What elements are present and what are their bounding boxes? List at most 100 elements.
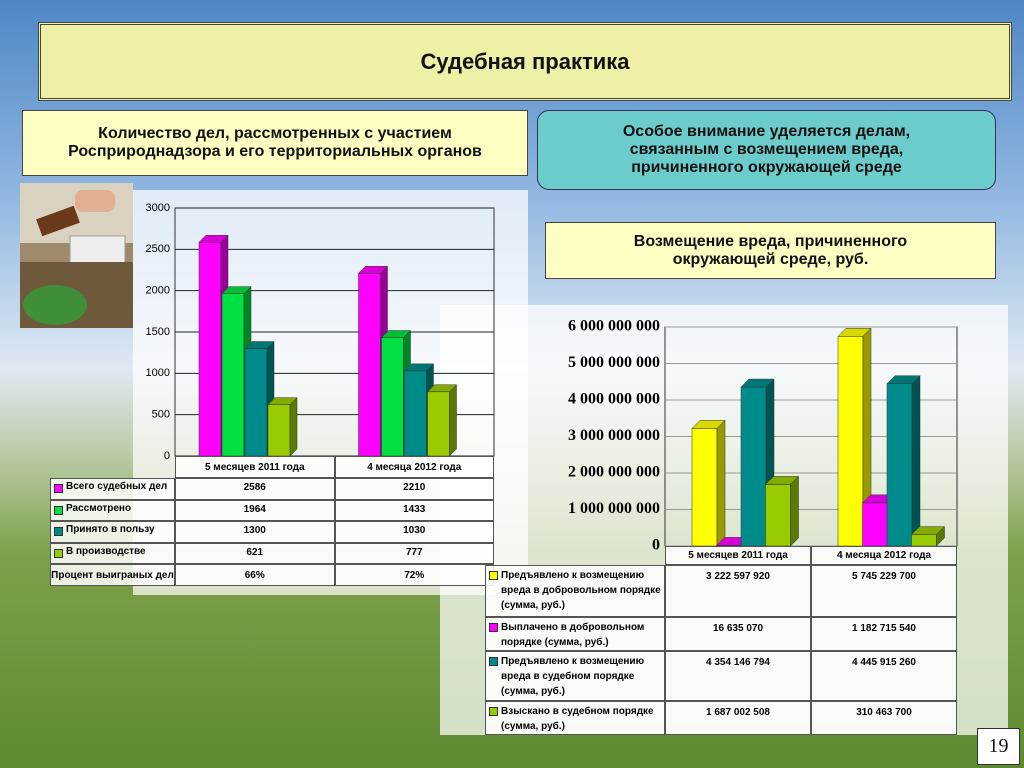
bar: [691, 428, 718, 547]
cell-text: 5 месяцев 2011 года: [688, 550, 788, 561]
cell-text: 2210: [403, 482, 426, 493]
table-value: 2586: [175, 478, 335, 500]
table-value: 1030: [334, 521, 494, 543]
page-number: 19: [977, 728, 1020, 765]
legend-text: В производстве: [66, 546, 146, 557]
table-value: 1433: [334, 500, 494, 521]
cell-text: 1300: [243, 525, 266, 536]
cell-text: 5 745 229 700: [852, 571, 916, 582]
y-tick-label: 2 000 000 000: [568, 464, 660, 481]
bar-side: [790, 475, 799, 547]
cell-text: 4 354 146 794: [706, 657, 770, 668]
legend-entry: Взыскано в судебном порядке (сумма, руб.…: [485, 701, 665, 735]
y-tick-label: 3000: [146, 202, 170, 214]
y-tick-label: 0: [164, 450, 170, 462]
legend-swatch: [54, 484, 63, 493]
bar: [427, 391, 450, 457]
bar-side: [289, 397, 298, 457]
cell-text: 5 месяцев 2011 года: [204, 461, 305, 473]
bar-top: [691, 420, 726, 429]
legend-text: Рассмотрено: [66, 503, 132, 514]
bar-top: [403, 363, 435, 372]
category-label: 4 месяца 2012 года: [811, 546, 957, 565]
y-tick-label: 2000: [146, 285, 170, 297]
y-tick-label: 1 000 000 000: [568, 500, 660, 517]
table-value: 4 445 915 260: [811, 651, 957, 701]
legend-swatch: [54, 549, 63, 558]
legend-text: Принято в пользу: [66, 524, 155, 535]
category-label: 5 месяцев 2011 года: [175, 456, 335, 478]
cell-text: 1433: [403, 504, 426, 515]
legend-swatch: [54, 527, 63, 536]
legend-entry: Выплачено в добровольном порядке (сумма,…: [485, 617, 665, 651]
y-tick-label: 0: [652, 537, 660, 554]
text-box: Количество дел, рассмотренных с участием…: [22, 110, 528, 176]
legend-entry: Всего судебных дел: [50, 478, 175, 500]
y-tick-label: 4 000 000 000: [568, 391, 660, 408]
table-value: 3 222 597 920: [665, 565, 811, 617]
table-row-label: Процент выиграных дел: [50, 564, 175, 586]
cell-text: 1 687 002 508: [706, 707, 770, 718]
bar: [198, 241, 222, 457]
text-box: Особое внимание уделяется делам, связанн…: [537, 110, 996, 190]
bar-top: [357, 266, 389, 274]
bar-top: [910, 526, 946, 535]
legend-entry: Предъявлено к возмещению вреда в судебно…: [485, 651, 665, 701]
category-label: 5 месяцев 2011 года: [665, 546, 811, 565]
table-value: 4 354 146 794: [665, 651, 811, 701]
table-value: 1964: [175, 500, 335, 521]
bar-top: [380, 330, 412, 338]
table-value: 1 182 715 540: [811, 617, 957, 651]
legend-text: Выплачено в добровольном порядке (сумма,…: [501, 622, 645, 648]
cell-text: 16 635 070: [712, 623, 764, 634]
table-value: 777: [334, 543, 494, 564]
legend-entry: Рассмотрено: [50, 500, 175, 521]
legend-swatch: [489, 623, 498, 632]
legend-text: Всего судебных дел: [66, 481, 168, 492]
cell-text: 4 месяца 2012 года: [836, 550, 932, 561]
cell-text: 621: [246, 547, 264, 558]
cell-text: 310 463 700: [856, 707, 912, 718]
table-value: 16 635 070: [665, 617, 811, 651]
bar: [267, 404, 291, 457]
bar-top: [426, 384, 458, 393]
bar: [765, 484, 791, 547]
cell-text: 66%: [244, 569, 265, 581]
bar: [244, 348, 268, 457]
cell-text: 4 445 915 260: [852, 657, 916, 668]
bar-top: [221, 286, 252, 294]
legend-entry: В производстве: [50, 543, 175, 564]
legend-text: Предъявлено к возмещению вреда в доброво…: [501, 570, 661, 611]
cell-text: 72%: [404, 569, 425, 581]
category-label: 4 месяца 2012 года: [334, 456, 494, 478]
bar: [911, 534, 937, 547]
bar-top: [764, 476, 800, 485]
legend-swatch: [489, 707, 498, 716]
y-tick-label: 1500: [146, 326, 170, 338]
cell-text: 777: [405, 547, 423, 558]
cell-text: 1030: [403, 525, 426, 536]
y-tick-label: 5 000 000 000: [568, 354, 660, 371]
legend-text: Взыскано в судебном порядке (сумма, руб.…: [501, 706, 654, 732]
y-tick-label: 2500: [146, 243, 170, 255]
cell-text: 2586: [243, 482, 266, 493]
legend-swatch: [489, 657, 498, 666]
table-value: 1300: [175, 521, 335, 543]
legend-swatch: [489, 571, 498, 580]
bar-top: [740, 378, 775, 388]
bar: [381, 337, 404, 457]
bar-side: [911, 375, 921, 547]
table-value: 621: [175, 543, 335, 564]
table-value: 72%: [334, 564, 494, 586]
legend-text: Предъявлено к возмещению вреда в судебно…: [501, 656, 645, 697]
y-tick-label: 6 000 000 000: [568, 318, 660, 335]
bar-top: [886, 375, 921, 384]
table-value: 310 463 700: [811, 701, 957, 735]
legend-entry: Принято в пользу: [50, 521, 175, 543]
legend-swatch: [54, 506, 63, 515]
bar: [221, 293, 245, 457]
bar: [740, 386, 767, 547]
bar: [358, 273, 381, 457]
